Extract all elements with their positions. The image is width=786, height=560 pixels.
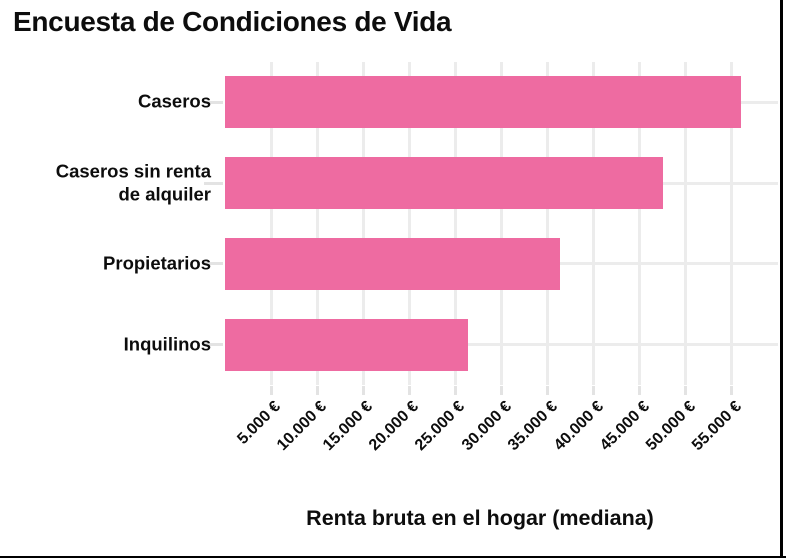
category-label-line: Caseros sin renta bbox=[55, 160, 211, 182]
y-axis-tick bbox=[204, 262, 223, 266]
category-label-line: Propietarios bbox=[103, 252, 211, 274]
x-tick-label: 35.000 € bbox=[504, 398, 561, 455]
y-axis-tick bbox=[204, 100, 223, 104]
category-label-propietarios: Propietarios bbox=[103, 253, 211, 276]
x-axis-tick bbox=[315, 386, 319, 395]
bar-caseros bbox=[225, 76, 742, 129]
x-axis-tick bbox=[638, 386, 642, 395]
x-axis-title: Renta bruta en el hogar (mediana) bbox=[306, 506, 654, 530]
x-gridline bbox=[638, 62, 642, 385]
x-gridline bbox=[361, 62, 365, 385]
bar-caseros-sin-renta-de-alquiler bbox=[225, 157, 663, 210]
bar-propietarios bbox=[225, 237, 560, 290]
y-axis-tick bbox=[204, 343, 223, 347]
chart-title: Encuesta de Condiciones de Vida bbox=[13, 6, 452, 37]
bar-inquilinos bbox=[225, 318, 469, 371]
x-gridline bbox=[269, 62, 273, 385]
x-tick-label: 55.000 € bbox=[688, 398, 745, 455]
category-label-caseros-sin-renta-de-alquiler: Caseros sin renta de alquiler bbox=[56, 161, 211, 206]
x-gridline bbox=[546, 62, 550, 385]
category-label-line: Caseros bbox=[137, 91, 211, 113]
frame-border-right bbox=[780, 0, 783, 557]
x-gridline bbox=[407, 62, 411, 385]
x-axis-tick bbox=[407, 386, 411, 395]
x-gridline bbox=[500, 62, 503, 385]
x-axis-tick bbox=[500, 386, 503, 395]
x-gridline bbox=[592, 62, 596, 385]
y-axis-tick bbox=[204, 181, 223, 185]
x-axis-tick bbox=[269, 386, 273, 395]
category-label-line: de alquiler bbox=[118, 183, 211, 205]
x-gridline bbox=[315, 62, 319, 385]
category-label-caseros: Caseros bbox=[138, 91, 211, 114]
x-axis-tick bbox=[592, 386, 596, 395]
x-axis-tick bbox=[546, 386, 550, 395]
x-axis-tick bbox=[453, 386, 457, 395]
x-gridline bbox=[453, 62, 457, 385]
x-gridline bbox=[730, 62, 734, 385]
category-label-line: Inquilinos bbox=[123, 333, 211, 355]
category-label-inquilinos: Inquilinos bbox=[124, 333, 211, 356]
frame-border-bottom bbox=[0, 555, 786, 558]
x-axis-tick bbox=[361, 386, 365, 395]
x-axis-tick bbox=[684, 386, 688, 395]
x-tick-label: 30.000 € bbox=[458, 398, 515, 455]
x-gridline bbox=[684, 62, 688, 385]
plot-area bbox=[225, 62, 778, 385]
x-tick-label: 25.000 € bbox=[412, 398, 469, 455]
x-axis-tick bbox=[730, 386, 734, 395]
